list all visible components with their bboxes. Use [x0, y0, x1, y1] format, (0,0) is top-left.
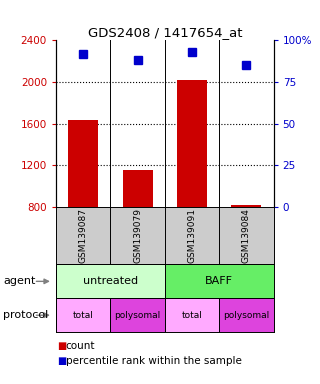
Bar	[165, 265, 274, 298]
Text: GSM139087: GSM139087	[79, 208, 88, 263]
Bar	[68, 119, 98, 207]
Text: total: total	[181, 311, 203, 320]
Text: protocol: protocol	[3, 310, 48, 320]
Text: count: count	[66, 341, 95, 351]
Bar	[56, 298, 110, 332]
Title: GDS2408 / 1417654_at: GDS2408 / 1417654_at	[88, 26, 242, 39]
Bar	[110, 298, 165, 332]
Text: ■: ■	[58, 341, 67, 351]
Text: untreated: untreated	[83, 276, 138, 286]
Bar	[219, 298, 274, 332]
Bar	[231, 205, 261, 207]
Text: GSM139079: GSM139079	[133, 208, 142, 263]
Text: polysomal: polysomal	[223, 311, 269, 320]
Text: total: total	[73, 311, 94, 320]
Text: GSM139084: GSM139084	[242, 208, 251, 263]
Bar	[165, 298, 219, 332]
Text: polysomal: polysomal	[115, 311, 161, 320]
Text: GSM139091: GSM139091	[188, 208, 196, 263]
Text: agent: agent	[3, 276, 36, 286]
Bar	[123, 170, 153, 207]
Text: percentile rank within the sample: percentile rank within the sample	[66, 356, 242, 366]
Bar	[56, 265, 165, 298]
Bar	[177, 80, 207, 207]
Text: ■: ■	[58, 356, 67, 366]
Text: BAFF: BAFF	[205, 276, 233, 286]
